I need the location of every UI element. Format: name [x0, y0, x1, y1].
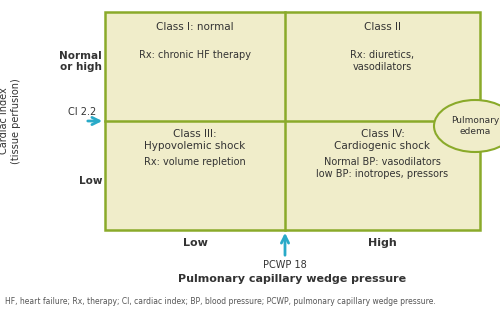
Ellipse shape — [434, 100, 500, 152]
Text: Class I: normal: Class I: normal — [156, 22, 234, 32]
Text: Class II: Class II — [364, 22, 401, 32]
Text: Cardiac index
(tissue perfusion): Cardiac index (tissue perfusion) — [0, 78, 21, 164]
Text: Normal
or high: Normal or high — [60, 51, 102, 72]
Text: HF, heart failure; Rx, therapy; CI, cardiac index; BP, blood pressure; PCWP, pul: HF, heart failure; Rx, therapy; CI, card… — [5, 297, 436, 306]
Text: Normal BP: vasodilators
low BP: inotropes, pressors: Normal BP: vasodilators low BP: inotrope… — [316, 157, 448, 179]
Text: Low: Low — [78, 176, 102, 186]
Text: Rx: volume repletion: Rx: volume repletion — [144, 157, 246, 167]
Text: Class IV:
Cardiogenic shock: Class IV: Cardiogenic shock — [334, 129, 430, 151]
Text: High: High — [368, 238, 397, 248]
Bar — [105, 12, 480, 230]
Text: Rx: chronic HF therapy: Rx: chronic HF therapy — [139, 50, 251, 60]
Text: Low: Low — [182, 238, 208, 248]
Text: Class III:
Hypovolemic shock: Class III: Hypovolemic shock — [144, 129, 246, 151]
Text: PCWP 18: PCWP 18 — [263, 260, 307, 270]
Text: Rx: diuretics,
vasodilators: Rx: diuretics, vasodilators — [350, 50, 414, 72]
Text: CI 2.2: CI 2.2 — [68, 107, 96, 117]
Text: Pulmonary capillary wedge pressure: Pulmonary capillary wedge pressure — [178, 274, 406, 284]
Text: Pulmonary
edema: Pulmonary edema — [451, 116, 499, 136]
